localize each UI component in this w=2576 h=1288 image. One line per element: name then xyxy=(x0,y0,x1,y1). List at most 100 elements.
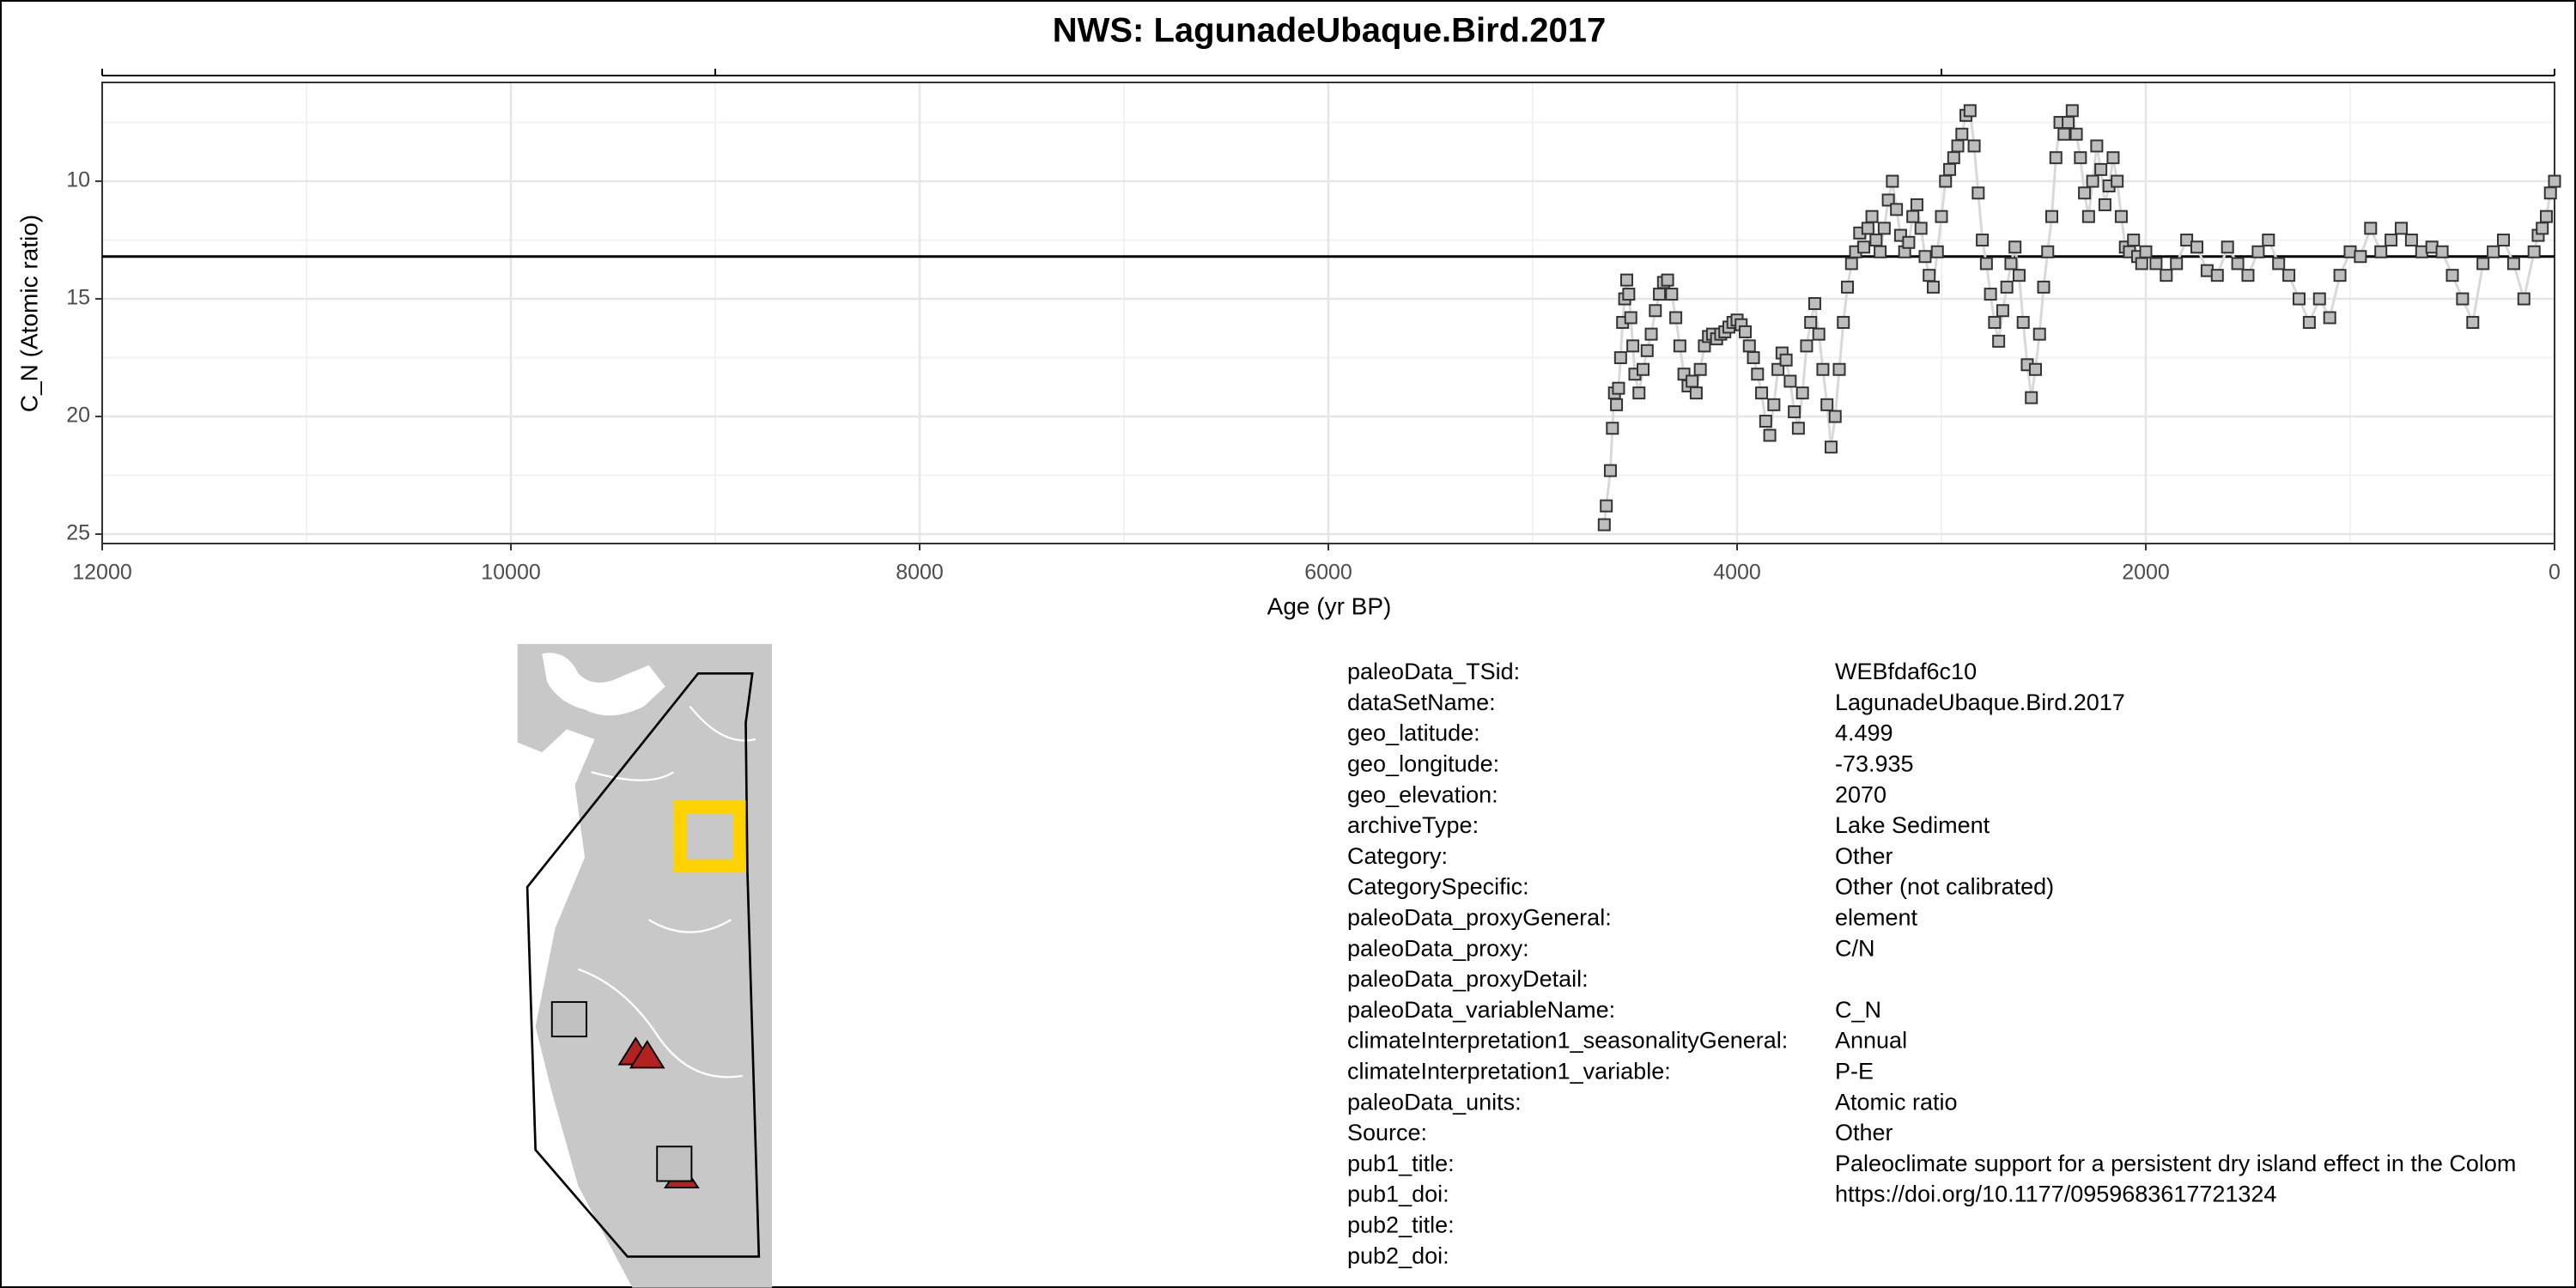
point xyxy=(1988,315,2002,329)
point xyxy=(1640,343,1654,357)
point xyxy=(2094,162,2108,176)
point xyxy=(1767,398,1781,411)
point xyxy=(1742,339,1756,353)
point xyxy=(1918,250,1932,264)
point xyxy=(1689,386,1703,400)
point xyxy=(1910,197,1923,211)
point xyxy=(2170,257,2184,270)
chart-title: NWS: LagunadeUbaque.Bird.2017 xyxy=(1053,12,1607,50)
point xyxy=(1606,422,1619,435)
metadata-key: paleoData_proxy: xyxy=(1347,935,1529,961)
metadata-key: Source: xyxy=(1347,1120,1427,1145)
x-tick-label: 2000 xyxy=(2122,561,2170,585)
point xyxy=(1600,499,1613,513)
point xyxy=(1976,234,1990,247)
point xyxy=(1906,210,1920,223)
point xyxy=(2395,222,2408,235)
point xyxy=(1665,288,1679,301)
point xyxy=(2456,292,2470,306)
point xyxy=(1886,174,1899,188)
point xyxy=(1971,186,1985,200)
metadata-key: geo_longitude: xyxy=(1347,751,1499,777)
metadata-key: dataSetName: xyxy=(1347,690,1496,715)
point xyxy=(2221,240,2234,254)
point xyxy=(1619,273,1633,287)
point xyxy=(2231,257,2245,270)
point xyxy=(2114,210,2128,223)
x-tick-label: 8000 xyxy=(896,561,944,585)
point xyxy=(1653,288,1667,301)
point xyxy=(2032,327,2046,341)
point xyxy=(1828,410,1842,423)
point xyxy=(1669,311,1683,325)
point xyxy=(2012,269,2026,283)
point xyxy=(1624,311,1637,325)
point xyxy=(1857,240,1871,254)
x-axis-label: Age (yr BP) xyxy=(1267,592,1392,619)
point xyxy=(1783,374,1797,388)
point xyxy=(2466,315,2480,329)
metadata-key: pub2_doi: xyxy=(1347,1242,1449,1268)
point xyxy=(1603,464,1617,477)
metadata-value: LagunadeUbaque.Bird.2017 xyxy=(1835,690,2125,715)
point xyxy=(2160,269,2173,283)
point xyxy=(1935,210,1948,223)
point xyxy=(2086,174,2099,188)
y-tick-label: 15 xyxy=(66,286,90,310)
point xyxy=(1820,398,1834,411)
metadata-key: Category: xyxy=(1347,843,1448,869)
point xyxy=(1841,280,1855,294)
point xyxy=(2251,245,2265,258)
point xyxy=(2543,186,2557,200)
point xyxy=(1874,245,1887,258)
point xyxy=(1612,381,1625,395)
metadata-value: element xyxy=(1835,905,1918,931)
point xyxy=(2272,257,2286,270)
point xyxy=(2127,234,2141,247)
point xyxy=(1807,297,1821,311)
point xyxy=(2548,174,2561,188)
point xyxy=(1832,362,1846,376)
x-tick-label: 12000 xyxy=(72,561,132,585)
point xyxy=(2487,245,2500,258)
point xyxy=(2106,151,2120,165)
metadata-value: Other xyxy=(1835,843,1893,869)
point xyxy=(1861,222,1874,235)
point xyxy=(1747,351,1760,365)
point xyxy=(2312,292,2326,306)
point xyxy=(1865,210,1879,223)
metadata-value: Lake Sediment xyxy=(1835,812,1990,838)
metadata-key: climateInterpretation1_variable: xyxy=(1347,1059,1671,1084)
point xyxy=(2069,127,2083,141)
borders xyxy=(577,705,756,1078)
point xyxy=(2049,151,2063,165)
point xyxy=(2065,104,2079,118)
point xyxy=(1963,104,1977,118)
point xyxy=(1661,273,1674,287)
point xyxy=(1812,327,1826,341)
metadata-key: CategorySpecific: xyxy=(1347,874,1529,900)
metadata-value: Atomic ratio xyxy=(1835,1089,1958,1115)
point xyxy=(2190,240,2203,254)
point xyxy=(2008,240,2022,254)
y-tick-label: 20 xyxy=(66,404,90,428)
metadata-key: pub1_doi: xyxy=(1347,1182,1449,1207)
point xyxy=(2180,234,2194,247)
x-tick-label: 4000 xyxy=(1713,561,1761,585)
point xyxy=(2302,315,2316,329)
point xyxy=(1923,269,1936,283)
metadata-key: paleoData_variableName: xyxy=(1347,997,1615,1023)
point xyxy=(1771,362,1785,376)
metadata-value: C/N xyxy=(1835,935,1875,961)
metadata-key: paleoData_TSid: xyxy=(1347,659,1520,684)
point xyxy=(1788,405,1801,419)
point xyxy=(2135,257,2148,270)
metadata-value: https://doi.org/10.1177/0959683617721324 xyxy=(1835,1182,2276,1207)
point xyxy=(1939,174,1953,188)
site-marker xyxy=(656,1145,693,1182)
metadata-key: pub2_title: xyxy=(1347,1212,1455,1238)
point xyxy=(1610,398,1624,411)
